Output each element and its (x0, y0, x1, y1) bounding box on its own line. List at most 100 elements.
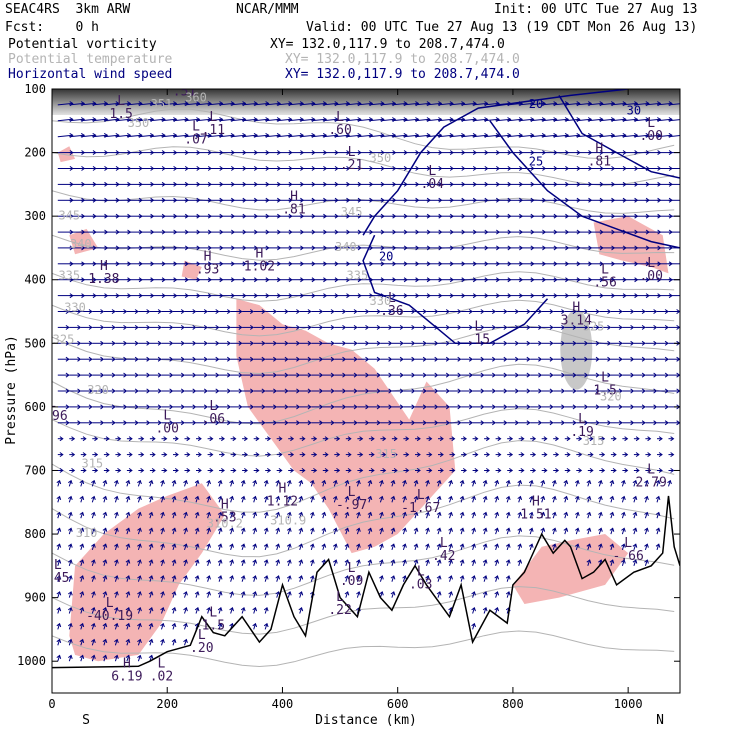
wind-arrowhead (68, 479, 73, 485)
wind-arrowhead (379, 575, 384, 580)
wind-arrowhead (612, 467, 617, 473)
wind-vector (230, 607, 233, 614)
wind-arrowhead (561, 324, 566, 330)
wind-arrowhead (586, 543, 592, 548)
wind-arrowhead (344, 543, 350, 548)
wind-arrowhead (171, 559, 177, 564)
wind-arrowhead (91, 543, 96, 548)
theta-label: 310.2 (207, 517, 243, 531)
wind-arrowhead (555, 467, 560, 473)
wind-arrowhead (217, 479, 223, 485)
pv-extremum-marker: L (348, 145, 356, 160)
wind-vector (668, 119, 680, 122)
wind-arrowhead (505, 575, 511, 580)
wind-vector (506, 559, 510, 566)
wind-arrowhead (390, 511, 396, 516)
wind-vector (564, 118, 580, 122)
wind-arrowhead (644, 479, 649, 485)
theta-label: 320 (87, 383, 109, 397)
wind-arrowhead (416, 452, 421, 458)
wind-vector (195, 544, 199, 551)
wind-arrowhead (370, 436, 375, 442)
wind-arrowhead (174, 467, 179, 473)
wind-arrowhead (474, 436, 479, 442)
wind-vector (495, 134, 511, 138)
wind-vector (137, 639, 141, 646)
wind-vector (241, 544, 245, 551)
y-tick-label: 600 (24, 400, 46, 414)
wind-arrowhead (111, 340, 116, 346)
wind-arrowhead (307, 372, 312, 378)
wind-arrowhead (146, 372, 151, 378)
wind-arrowhead (655, 527, 661, 532)
wind-arrowhead (411, 372, 416, 378)
wind-arrowhead (71, 452, 76, 458)
theta-label: 350 (128, 116, 150, 130)
wind-arrowhead (451, 436, 456, 442)
wind-arrowhead (194, 559, 200, 564)
wind-vector (172, 480, 176, 487)
wind-arrowhead (589, 467, 594, 473)
wind-arrowhead (284, 356, 289, 362)
wind-vector (368, 118, 384, 122)
wind-arrowhead (468, 324, 473, 330)
wind-arrowhead (353, 372, 358, 378)
wind-vector (414, 480, 418, 487)
wind-vector (230, 575, 233, 582)
wind-arrowhead (183, 638, 188, 644)
wind-arrowhead (485, 436, 490, 442)
wind-arrowhead (621, 527, 626, 532)
pv-extremum-marker: H (595, 142, 603, 157)
wind-vector (253, 607, 256, 614)
wind-arrowhead (296, 356, 301, 362)
wind-arrowhead (589, 436, 594, 442)
wind-vector (80, 623, 84, 630)
wind-arrowhead (468, 372, 473, 378)
wind-arrowhead (284, 420, 289, 426)
wind-vector (437, 134, 453, 138)
wind-vector (529, 496, 533, 503)
wind-vector (264, 480, 268, 487)
wind-arrowhead (644, 527, 649, 532)
theta-label: 330 (370, 294, 392, 308)
wind-vector (668, 135, 680, 138)
wind-arrowhead (624, 467, 629, 473)
wind-vector (311, 134, 327, 138)
wind-arrowhead (402, 575, 407, 580)
wind-arrowhead (379, 479, 384, 485)
wind-arrowhead (286, 527, 292, 532)
wind-vector (161, 480, 164, 487)
wind-arrowhead (344, 479, 350, 485)
wind-arrowhead (566, 467, 571, 473)
wind-arrowhead (436, 511, 442, 516)
wind-arrowhead (56, 622, 62, 628)
wind-arrowhead (664, 356, 669, 362)
wind-arrowhead (670, 452, 675, 458)
pv-extremum-value: .03 (409, 577, 432, 592)
wind-arrowhead (71, 436, 76, 442)
wind-arrowhead (203, 324, 208, 330)
field-pv-name: Potential vorticity (8, 37, 157, 52)
wind-arrowhead (574, 527, 580, 532)
wind-arrowhead (284, 404, 289, 410)
wind-arrowhead (422, 388, 427, 394)
wind-arrowhead (630, 404, 635, 410)
wind-arrowhead (298, 511, 304, 516)
wind-arrowhead (344, 511, 350, 516)
wind-arrowhead (595, 388, 600, 394)
wind-arrowhead (301, 452, 306, 458)
wind-arrowhead (171, 622, 177, 628)
wind-vector (414, 102, 430, 106)
wind-arrowhead (399, 356, 404, 362)
wind-arrowhead (382, 467, 387, 473)
wind-vector (414, 544, 418, 551)
wind-arrowhead (526, 340, 531, 346)
wind-arrowhead (284, 340, 289, 346)
wind-arrowhead (298, 479, 304, 485)
wind-vector (103, 134, 119, 138)
tropopause-band (52, 89, 680, 115)
pv-extremum-value: .20 (190, 641, 213, 656)
wind-arrowhead (163, 467, 168, 473)
wind-arrowhead (324, 436, 329, 442)
wind-vector (92, 134, 108, 138)
